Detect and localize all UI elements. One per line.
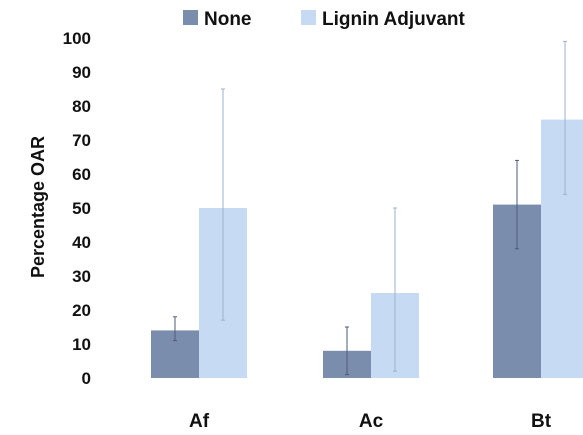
y-axis-title: Percentage OAR xyxy=(28,136,48,278)
y-tick-label: 10 xyxy=(72,335,91,354)
y-tick-label: 60 xyxy=(72,165,91,184)
x-tick-label: Bt xyxy=(531,411,552,432)
y-tick-label: 100 xyxy=(63,29,91,48)
y-tick-label: 20 xyxy=(72,301,91,320)
x-tick-label: Af xyxy=(189,411,210,432)
x-tick-label: Ac xyxy=(359,411,384,432)
error-bars xyxy=(173,40,567,376)
legend-label-lignin-adjuvant: Lignin Adjuvant xyxy=(322,9,466,30)
x-axis-ticks: Af Ac Bt xyxy=(189,411,552,432)
y-tick-label: 80 xyxy=(72,97,91,116)
legend-label-none: None xyxy=(204,9,252,30)
y-tick-label: 0 xyxy=(82,369,91,388)
y-tick-label: 90 xyxy=(72,63,91,82)
chart-legend: None Lignin Adjuvant xyxy=(183,9,466,30)
legend-swatch-lignin-adjuvant xyxy=(301,10,316,25)
y-tick-label: 70 xyxy=(72,131,91,150)
legend-swatch-none xyxy=(183,10,198,25)
y-tick-label: 40 xyxy=(72,233,91,252)
y-tick-label: 50 xyxy=(72,199,91,218)
bar-lignin-adjuvant-bt xyxy=(541,119,583,378)
y-axis-ticks: 0 10 20 30 40 50 60 70 80 90 100 xyxy=(63,29,91,388)
y-tick-label: 30 xyxy=(72,267,91,286)
